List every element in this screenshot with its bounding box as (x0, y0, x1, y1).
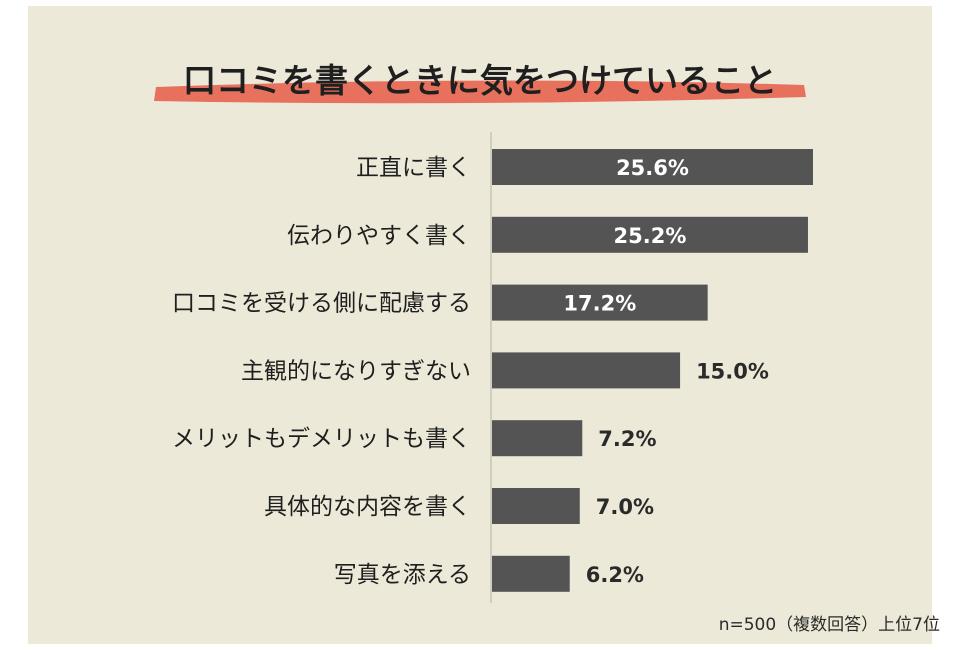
value-label: 17.2% (563, 292, 636, 316)
bar (492, 149, 813, 185)
bar (492, 420, 583, 457)
category-label: 伝わりやすく書く (287, 223, 471, 249)
value-label: 15.0% (696, 359, 769, 383)
category-label: 口コミを受ける側に配慮する (172, 291, 471, 317)
value-label: 7.0% (596, 495, 654, 519)
chart-card (28, 6, 932, 644)
bar (492, 284, 708, 321)
bar (492, 555, 570, 592)
title-banner: 口コミを書くときに気をつけていること (150, 45, 810, 111)
value-label: 6.2% (586, 563, 644, 587)
title-highlight-stroke (154, 80, 806, 104)
category-label: 写真を添える (334, 562, 471, 588)
bar (492, 352, 681, 389)
value-label: 25.6% (616, 156, 689, 180)
bar (492, 488, 580, 524)
value-label: 25.2% (614, 224, 687, 248)
category-label: 具体的な内容を書く (264, 494, 471, 520)
category-label: 正直に書く (356, 155, 471, 181)
bar (492, 216, 808, 253)
category-label: メリットもデメリットも書く (172, 426, 471, 452)
sample-note: n=500（複数回答）上位7位 (718, 615, 940, 635)
value-label: 7.2% (598, 427, 656, 451)
chart-title: 口コミを書くときに気をつけていること (183, 61, 777, 100)
category-label: 主観的になりすぎない (241, 358, 471, 384)
